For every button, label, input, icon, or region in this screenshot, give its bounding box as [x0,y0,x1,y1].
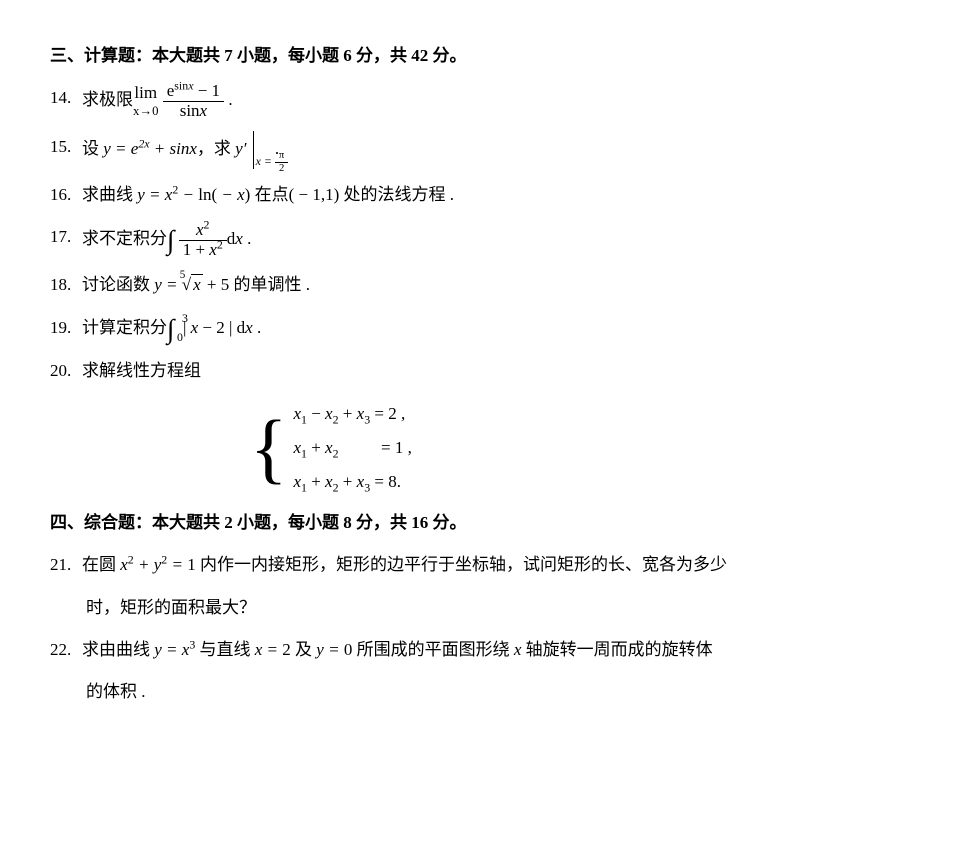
y-eq: y = [154,275,182,294]
left-brace-icon: { [250,415,287,481]
problem-content: 讨论函数 y = 5√x + 5 的单调性 . [82,269,913,301]
problem-content: 求曲线 y = x2 − ln( − x) 在点( − 1,1) 处的法线方程 … [82,179,913,211]
linear-system: { x1 − x2 + x3 = 2 , x1 + x2 = 1 , x1 + … [250,397,913,499]
problem-number: 20. [50,355,82,387]
problem-number: 22. [50,634,82,666]
problem-number: 21. [50,549,82,581]
problem-number: 19. [50,312,82,344]
root-degree: 5 [180,265,186,286]
text: 计算定积分 [82,318,167,337]
problem-content: 求极限lim x→0 esinx − 1 sinx . [82,82,913,120]
yprime: y′ [235,139,246,158]
text: 的单调性 . [229,275,310,294]
text: ，求 [197,139,235,158]
lim-sub: x→0 [133,104,159,118]
problem-number: 18. [50,269,82,301]
section3-header: 三、计算题：本大题共 7 小题，每小题 6 分，共 42 分。 [50,40,913,72]
integral: ∫ [167,224,174,256]
fraction: x2 1 + x2 [179,221,227,259]
text-line1: 在圆 x2 + y2 = 1 内作一内接矩形，矩形的边平行于坐标轴，试问矩形的长… [82,555,727,574]
problem-22: 22. 求由曲线 y = x3 与直线 x = 2 及 y = 0 所围成的平面… [50,634,913,666]
eval-bar: x = π2 [253,131,254,169]
problem-19: 19. 计算定积分∫30 | x − 2 | dx . [50,312,913,345]
section4-header: 四、综合题：本大题共 2 小题，每小题 8 分，共 16 分。 [50,507,913,539]
problem-14: 14. 求极限lim x→0 esinx − 1 sinx . [50,82,913,120]
problem-number: 14. [50,82,82,114]
lim-symbol: lim [134,83,157,102]
numerator: esinx − 1 [163,82,224,102]
text: . [224,90,233,109]
integrand: | x − 2 | dx [179,318,253,337]
problem-number: 15. [50,131,82,163]
text: . [243,229,252,248]
problem-content: 设 y = e2x + sinx，求 y′ x = π2 . [82,131,913,169]
text-line1: 求由曲线 y = x3 与直线 x = 2 及 y = 0 所围成的平面图形绕 … [82,640,713,659]
problem-17: 17. 求不定积分∫ x2 1 + x2 dx . [50,221,913,259]
plus5: + 5 [203,275,230,294]
denominator: sinx [163,102,224,121]
root: 5√x [182,269,203,301]
text: 求极限 [82,90,133,109]
text: 讨论函数 [82,275,154,294]
problem-content: 求解线性方程组 [82,355,913,387]
problem-number: 16. [50,179,82,211]
denominator: 1 + x2 [179,241,227,260]
problem-21: 21. 在圆 x2 + y2 = 1 内作一内接矩形，矩形的边平行于坐标轴，试问… [50,549,913,581]
integral: ∫30 [167,313,174,345]
problem-21-cont: 时，矩形的面积最大？ [86,592,913,624]
equation-row: x1 + x2 = 1 , [293,431,411,465]
problem-content: 在圆 x2 + y2 = 1 内作一内接矩形，矩形的边平行于坐标轴，试问矩形的长… [82,549,913,581]
equation-row: x1 − x2 + x3 = 2 , [293,397,411,431]
equation-row: x1 + x2 + x3 = 8. [293,465,411,499]
system-rows: x1 − x2 + x3 = 2 , x1 + x2 = 1 , x1 + x2… [293,397,411,499]
text: 求不定积分 [82,229,167,248]
eval-at: x = π2 [256,150,289,175]
expression: y = e2x + sinx [103,139,197,158]
radicand: x [191,274,203,294]
lower-limit: 0 [177,326,183,349]
text: 设 [82,139,103,158]
problem-15: 15. 设 y = e2x + sinx，求 y′ x = π2 . [50,131,913,169]
text: . [253,318,262,337]
problem-16: 16. 求曲线 y = x2 − ln( − x) 在点( − 1,1) 处的法… [50,179,913,211]
problem-content: 求不定积分∫ x2 1 + x2 dx . [82,221,913,259]
problem-content: 求由曲线 y = x3 与直线 x = 2 及 y = 0 所围成的平面图形绕 … [82,634,913,666]
dx: dx [227,229,243,248]
problem-22-cont: 的体积 . [86,676,913,708]
fraction: esinx − 1 sinx [163,82,224,120]
problem-18: 18. 讨论函数 y = 5√x + 5 的单调性 . [50,269,913,301]
problem-content: 计算定积分∫30 | x − 2 | dx . [82,312,913,345]
problem-number: 17. [50,221,82,253]
problem-20: 20. 求解线性方程组 [50,355,913,387]
